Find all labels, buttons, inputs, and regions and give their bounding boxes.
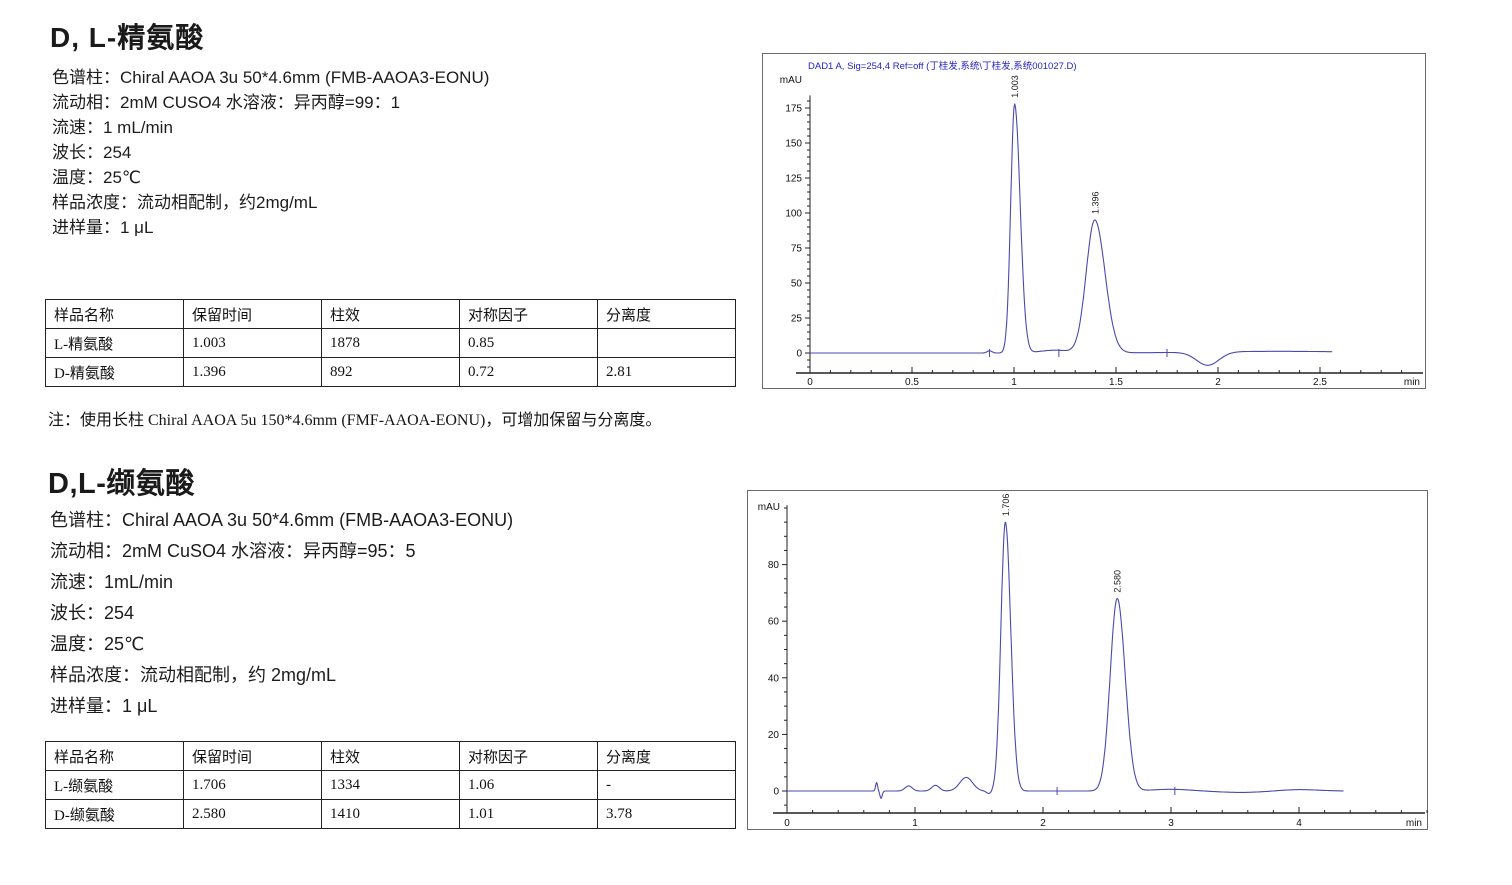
results-table-arginine: 样品名称 保留时间 柱效 对称因子 分离度 L-精氨酸 1.003 1878 0…: [45, 299, 736, 387]
x-tick-label: 2: [1040, 818, 1046, 829]
y-tick-label: 175: [785, 104, 802, 115]
x-tick-label: 0.5: [905, 377, 919, 388]
table-cell: 1.706: [183, 770, 322, 800]
table-row: L-精氨酸 1.003 1878 0.85: [45, 328, 736, 358]
chromatogram-svg: 0 20 40 60 80 mAU 0 1 2 3 4 min 1.706 2.580: [747, 490, 1428, 830]
x-tick-label: 1: [912, 818, 918, 829]
table-cell: 1334: [321, 770, 460, 800]
spec-line-mobile-phase: 流动相：2mM CUSO4 水溶液：异丙醇=99：1: [52, 93, 401, 112]
spec-line-concentration: 样品浓度：流动相配制，约2mg/mL: [52, 193, 318, 212]
y-tick-label: 20: [768, 730, 780, 741]
chart-header-text: DAD1 A, Sig=254,4 Ref=off (丁桂发,系统\丁桂发,系统…: [808, 60, 1077, 72]
section-title-arginine: D, L-精氨酸: [50, 22, 205, 53]
spec-line-column: 色谱柱：Chiral AAOA 3u 50*4.6mm (FMB-AAOA3-E…: [52, 68, 490, 87]
y-tick-label: 60: [768, 617, 780, 628]
x-tick-label: 1.5: [1109, 377, 1123, 388]
table-cell: 1.396: [183, 357, 322, 387]
y-tick-label: 80: [768, 560, 780, 571]
table-cell: 0.72: [459, 357, 598, 387]
table-cell: 1.06: [459, 770, 598, 800]
table-row: L-缬氨酸 1.706 1334 1.06 -: [45, 770, 736, 800]
y-tick-label: 75: [791, 244, 803, 255]
spec-line-column: 色谱柱：Chiral AAOA 3u 50*4.6mm (FMB-AAOA3-E…: [50, 510, 514, 530]
peak-retention-label: 2.580: [1113, 570, 1123, 593]
table-header-cell: 分离度: [597, 741, 736, 771]
spec-line-flow-rate: 流速：1 mL/min: [52, 118, 173, 137]
x-tick-label: 0: [807, 377, 813, 388]
table-cell: 892: [321, 357, 460, 387]
x-axis-unit-label: min: [1404, 377, 1420, 388]
spec-line-injection: 进样量：1 μL: [52, 218, 154, 237]
spec-line-wavelength: 波长：254: [50, 603, 135, 623]
spec-line-wavelength: 波长：254: [52, 143, 132, 162]
table-header-cell: 样品名称: [45, 299, 184, 329]
x-tick-label: 2.5: [1313, 377, 1327, 388]
table-cell: 1.01: [459, 799, 598, 829]
table-header-cell: 对称因子: [459, 299, 598, 329]
y-axis-unit-label: mAU: [780, 75, 802, 86]
table-header-cell: 样品名称: [45, 741, 184, 771]
y-tick-label: 0: [773, 787, 779, 798]
table-cell: -: [597, 770, 736, 800]
table-cell: 1878: [321, 328, 460, 358]
table-cell: 1410: [321, 799, 460, 829]
table-cell: L-精氨酸: [45, 328, 184, 358]
spec-line-flow-rate: 流速：1mL/min: [50, 572, 174, 592]
y-tick-label: 100: [785, 209, 802, 220]
table-header-cell: 保留时间: [183, 741, 322, 771]
y-tick-label: 150: [785, 139, 802, 150]
chromatogram-panel-valine: 0 20 40 60 80 mAU 0 1 2 3 4 min 1.706 2.580: [747, 490, 1428, 830]
table-cell: L-缬氨酸: [45, 770, 184, 800]
x-tick-label: 3: [1168, 818, 1174, 829]
peak-retention-label: 1.396: [1090, 191, 1100, 214]
spec-block-valine: 色谱柱：Chiral AAOA 3u 50*4.6mm (FMB-AAOA3-E…: [50, 505, 513, 722]
table-header-cell: 保留时间: [183, 299, 322, 329]
table-cell: D-精氨酸: [45, 357, 184, 387]
table-header-row: 样品名称 保留时间 柱效 对称因子 分离度: [45, 741, 736, 771]
chart-frame: [747, 490, 1428, 830]
x-tick-label: 4: [1296, 818, 1302, 829]
table-cell: 2.81: [597, 357, 736, 387]
y-axis-unit-label: mAU: [758, 502, 780, 513]
table-header-cell: 柱效: [321, 299, 460, 329]
x-axis-unit-label: min: [1406, 818, 1422, 829]
peak-retention-label: 1.003: [1010, 75, 1020, 98]
chromatogram-trace: [786, 521, 1344, 799]
spec-line-temperature: 温度：25℃: [52, 168, 142, 187]
table-header-cell: 对称因子: [459, 741, 598, 771]
spec-block-arginine: 色谱柱：Chiral AAOA 3u 50*4.6mm (FMB-AAOA3-E…: [52, 65, 489, 240]
results-table-valine: 样品名称 保留时间 柱效 对称因子 分离度 L-缬氨酸 1.706 1334 1…: [45, 741, 736, 829]
y-tick-label: 0: [796, 349, 802, 360]
x-tick-label: 1: [1011, 377, 1017, 388]
y-tick-label: 25: [791, 314, 803, 325]
table-header-cell: 柱效: [321, 741, 460, 771]
table-cell: [597, 328, 736, 358]
table-cell: D-缬氨酸: [45, 799, 184, 829]
spec-line-temperature: 温度：25℃: [50, 634, 145, 654]
spec-line-mobile-phase: 流动相：2mM CuSO4 水溶液：异丙醇=95：5: [50, 541, 416, 561]
y-tick-label: 50: [791, 279, 803, 290]
spec-line-concentration: 样品浓度：流动相配制，约 2mg/mL: [50, 665, 337, 685]
section-title-valine: D,L-缬氨酸: [48, 468, 195, 500]
x-tick-label: 2: [1215, 377, 1221, 388]
chromatogram-panel-arginine: DAD1 A, Sig=254,4 Ref=off (丁桂发,系统\丁桂发,系统…: [762, 53, 1426, 389]
y-tick-label: 40: [768, 673, 780, 684]
spec-line-injection: 进样量：1 μL: [50, 696, 158, 716]
peak-retention-label: 1.706: [1001, 494, 1011, 517]
table-cell: 2.580: [183, 799, 322, 829]
table-cell: 0.85: [459, 328, 598, 358]
chromatogram-svg: DAD1 A, Sig=254,4 Ref=off (丁桂发,系统\丁桂发,系统…: [762, 53, 1426, 389]
table-row: D-精氨酸 1.396 892 0.72 2.81: [45, 357, 736, 387]
table-cell: 3.78: [597, 799, 736, 829]
table-cell: 1.003: [183, 328, 322, 358]
x-tick-label: 0: [784, 818, 790, 829]
chromatogram-trace: [810, 103, 1333, 366]
note-long-column: 注：使用长柱 Chiral AAOA 5u 150*4.6mm (FMF-AAO…: [48, 412, 662, 429]
table-row: D-缬氨酸 2.580 1410 1.01 3.78: [45, 799, 736, 829]
table-header-row: 样品名称 保留时间 柱效 对称因子 分离度: [45, 299, 736, 329]
table-header-cell: 分离度: [597, 299, 736, 329]
y-tick-label: 125: [785, 174, 802, 185]
